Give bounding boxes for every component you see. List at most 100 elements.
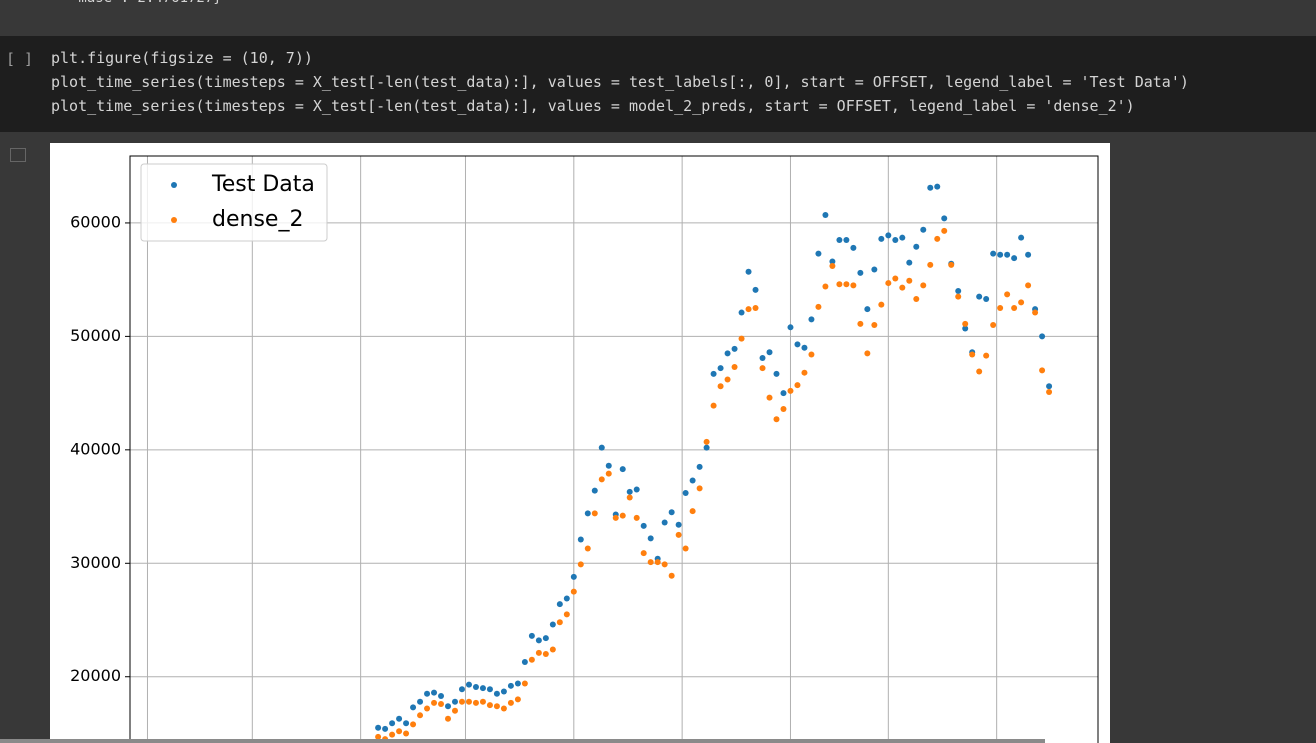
data-point [766,394,773,401]
data-point [822,211,829,218]
legend-label: dense_2 [212,207,303,232]
data-point [514,696,521,703]
data-point [808,351,815,358]
data-point [668,509,675,516]
data-point [787,387,794,394]
data-point [563,611,570,618]
data-point [703,438,710,445]
data-point [507,699,514,706]
data-point [389,720,396,727]
data-point [521,680,528,687]
code-line: plt.figure(figsize = (10, 7)) [51,49,313,67]
data-point [920,226,927,233]
y-tick-label: 30000 [70,553,121,572]
output-icon [10,148,26,162]
data-point [521,658,528,665]
data-point [431,699,438,706]
data-point [962,320,969,327]
data-point [647,535,654,542]
data-point [717,365,724,372]
data-point [375,724,382,731]
data-point [976,368,983,375]
data-point [962,325,969,332]
data-point [549,646,556,653]
data-point [458,686,465,693]
data-point [703,444,710,451]
y-tick-label: 60000 [70,212,121,231]
output-text: 'mase': 2.4761727} [70,0,222,6]
data-point [598,444,605,451]
data-point [990,322,997,329]
data-point [836,281,843,288]
data-point [878,235,885,242]
data-point [382,725,389,732]
data-point [424,690,431,697]
data-point [451,698,458,705]
data-point [913,295,920,302]
data-point [633,514,640,521]
scrollbar[interactable] [0,739,1045,743]
data-point [577,561,584,568]
data-point [787,324,794,331]
data-point [486,686,493,693]
data-point [479,685,486,692]
data-point [584,545,591,552]
data-point [1039,333,1046,340]
data-point [857,320,864,327]
data-point [647,559,654,566]
data-point [794,382,801,389]
data-point [997,251,1004,258]
data-point [556,619,563,626]
data-point [913,243,920,250]
data-point [899,234,906,241]
data-point [892,275,899,282]
data-point [668,572,675,579]
data-point [773,370,780,377]
data-point [528,632,535,639]
data-point [927,184,934,191]
data-point [570,588,577,595]
data-point [1018,234,1025,241]
data-point [605,462,612,469]
data-point [396,715,403,722]
data-point [410,704,417,711]
data-point [906,277,913,284]
data-point [689,477,696,484]
data-point [451,707,458,714]
data-point [626,488,633,495]
data-point [878,301,885,308]
data-point [584,510,591,517]
data-point [906,259,913,266]
data-point [486,702,493,709]
data-point [990,250,997,257]
data-point [710,370,717,377]
run-button[interactable]: [ ] [6,50,34,68]
data-point [934,183,941,190]
data-point [1046,383,1053,390]
data-point [535,637,542,644]
data-point [1018,299,1025,306]
data-point [661,519,668,526]
data-point [1032,309,1039,316]
data-point [675,521,682,528]
code-cell[interactable]: [ ] plt.figure(figsize = (10, 7)) plot_t… [0,36,1316,132]
data-point [752,286,759,293]
data-point [696,463,703,470]
data-point [591,487,598,494]
data-point [871,266,878,273]
data-point [843,281,850,288]
data-point [829,263,836,270]
data-point [445,703,452,710]
data-point [794,341,801,348]
data-point [375,733,382,740]
data-point [591,510,598,517]
data-point [759,365,766,372]
data-point [438,693,445,700]
data-point [892,236,899,243]
data-point [682,489,689,496]
data-point [850,282,857,289]
data-point [654,559,661,566]
data-point [493,690,500,697]
